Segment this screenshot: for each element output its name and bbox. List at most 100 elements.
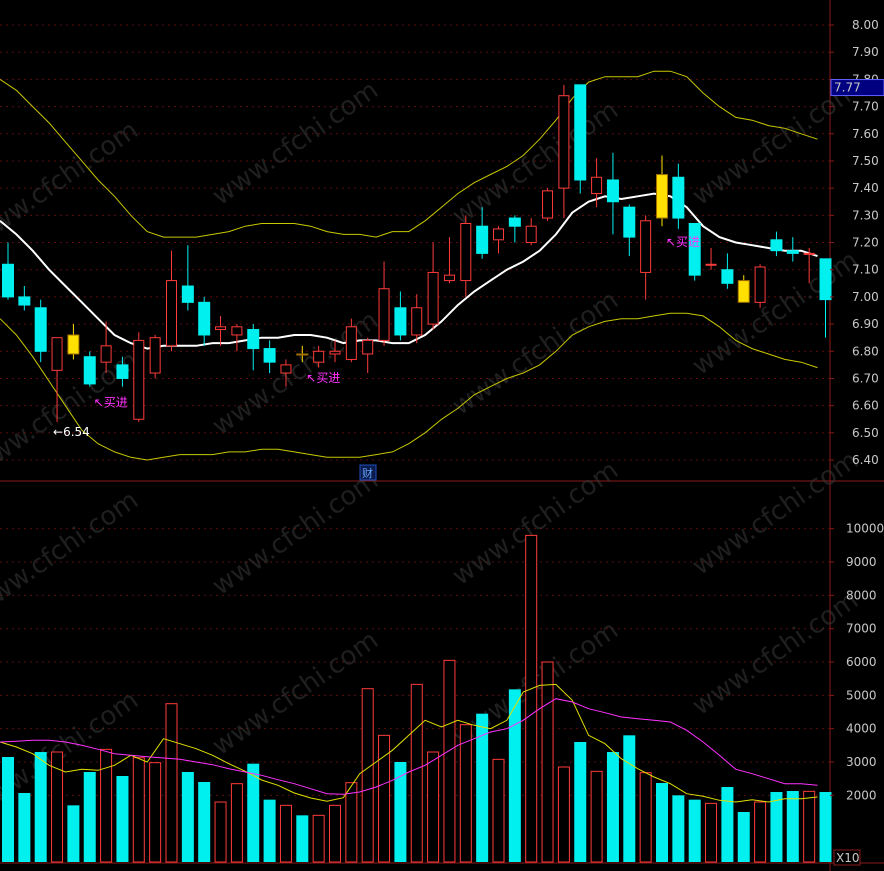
- upper-band-line: [0, 70, 818, 238]
- price-tick-label: 6.80: [852, 344, 879, 358]
- price-tick-label: 7.90: [852, 45, 879, 59]
- volume-bar: [51, 751, 64, 863]
- price-tick-label: 7.60: [852, 127, 879, 141]
- volume-bar: [623, 735, 636, 862]
- volume-tick-label: 2000: [846, 788, 877, 802]
- candle-body: [280, 364, 292, 374]
- volume-tick-label: 6000: [846, 655, 877, 669]
- candle: [672, 163, 685, 229]
- buy-signal-label: ↖买进: [306, 371, 340, 385]
- buy-signal-label: ↖买进: [94, 396, 128, 410]
- volume-bar: [639, 772, 652, 863]
- candle: [280, 359, 292, 387]
- candle-body: [231, 326, 243, 336]
- volume-bar: [410, 683, 423, 863]
- volume-bar: [590, 770, 603, 863]
- candle-body: [819, 258, 832, 301]
- lower-band-line: [0, 312, 818, 461]
- volume-bar: [230, 783, 243, 863]
- volume-tick-label: 5000: [846, 688, 877, 702]
- candle: [443, 237, 455, 284]
- candle: [166, 250, 177, 352]
- candle-body: [493, 228, 504, 241]
- candle-body: [345, 326, 357, 360]
- volume-bar: [67, 805, 80, 862]
- candle-body: [656, 174, 668, 219]
- watermark-text: www.cfchi.com: [0, 485, 144, 621]
- volume-bar: [329, 804, 341, 863]
- volume-bar: [656, 783, 668, 862]
- candle-body: [558, 95, 570, 189]
- candle: [705, 247, 717, 270]
- candle: [688, 222, 701, 281]
- candle-body: [591, 176, 603, 195]
- volume-bar: [34, 752, 47, 862]
- candle: [51, 337, 63, 422]
- candle: [819, 258, 832, 338]
- volume-bar: [819, 792, 832, 862]
- volume-bar: [100, 748, 113, 863]
- candle: [803, 247, 815, 284]
- candle-body: [394, 307, 407, 336]
- candle-body: [51, 337, 63, 371]
- price-tick-label: 6.70: [852, 371, 879, 385]
- volume-bar: [476, 713, 489, 862]
- volume-bar: [443, 659, 456, 863]
- volume-bar: [721, 787, 734, 862]
- volume-tick-label: 10000: [846, 522, 884, 536]
- current-price-label: 7.77: [834, 81, 861, 95]
- candle: [247, 324, 260, 371]
- volume-bar: [83, 772, 96, 862]
- candle: [476, 207, 489, 259]
- volume-bar: [492, 758, 505, 863]
- candle: [427, 242, 439, 330]
- volume-bar: [263, 799, 276, 862]
- candle-body: [525, 225, 537, 244]
- candle: [83, 351, 96, 387]
- candle: [640, 215, 652, 300]
- candle-body: [574, 84, 587, 181]
- candle-body: [2, 263, 14, 298]
- volume-bar: [378, 734, 391, 863]
- volume-bar: [279, 804, 292, 863]
- volume-bar: [688, 799, 701, 862]
- candle-body: [100, 345, 112, 363]
- volume-bar: [361, 688, 374, 863]
- candle: [133, 332, 145, 422]
- volume-tick-label: 7000: [846, 622, 877, 636]
- volume-bar: [606, 752, 619, 862]
- candle: [623, 204, 636, 257]
- candle-body: [198, 301, 211, 336]
- price-tick-label: 7.10: [852, 263, 879, 277]
- candle: [329, 340, 341, 363]
- candle: [181, 245, 194, 311]
- volume-bar: [786, 791, 799, 862]
- unit-label-box: [833, 849, 861, 866]
- watermark-text: www.cfchi.com: [207, 305, 384, 441]
- price-tick-label: 7.50: [852, 154, 879, 168]
- candle-body: [67, 334, 80, 355]
- candle-body: [378, 288, 390, 341]
- candle: [2, 242, 14, 300]
- price-tick-label: 6.40: [852, 453, 879, 467]
- watermark-text: www.cfchi.com: [207, 465, 384, 601]
- finance-marker: 财: [362, 466, 373, 480]
- right-axis: 8.007.907.807.707.607.507.407.307.207.10…: [830, 18, 884, 802]
- price-tick-label: 6.90: [852, 317, 879, 331]
- candle-body: [263, 348, 276, 363]
- candle-body: [296, 353, 309, 356]
- candle: [606, 152, 619, 235]
- candle-body: [149, 337, 161, 374]
- candle-body: [411, 307, 423, 336]
- candle: [149, 334, 161, 379]
- volume-bar: [508, 689, 521, 862]
- candle-body: [623, 206, 636, 238]
- candle-body: [770, 239, 783, 252]
- volume-ma-magenta: [0, 698, 818, 795]
- candle: [542, 188, 554, 221]
- volume-bar: [737, 812, 750, 862]
- volume-bar: [705, 802, 718, 863]
- volume-ma-yellow: [0, 683, 818, 803]
- candle-body: [34, 307, 47, 352]
